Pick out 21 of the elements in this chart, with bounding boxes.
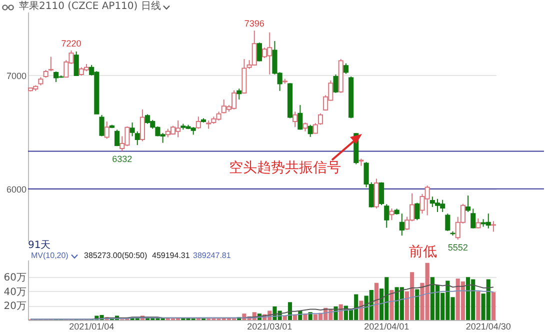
annotation: 7220 [61,38,82,49]
annotation: 7396 [244,18,264,29]
annotation: 385273.00(50:50) [84,251,148,260]
annotation: 91天 [28,240,51,251]
x-tick-label: 2021/04/01 [364,322,410,332]
annotation: 空头趋势共振信号 [229,160,341,176]
annotation: 6332 [112,154,132,164]
y-tick-label: 40万 [4,286,26,298]
y-tick-label: 6000 [6,184,26,194]
annotation: 459194.31 [152,251,190,260]
annotation: 389247.81 [193,251,232,260]
annotation: MV(10,20) [31,251,69,260]
annotation: 前低 [409,244,437,260]
y-tick-label: 60万 [4,272,26,284]
x-tick-label: 2021/04/30 [466,322,511,332]
annotation: 5552 [448,242,468,253]
chart-title: 苹果2110 (CZCE AP110) 日线 [18,0,161,12]
x-tick-label: 2021/03/01 [247,322,292,332]
x-tick-label: 2021/01/04 [69,322,114,332]
y-tick-label: 7000 [6,70,26,81]
y-tick-label: 20万 [4,301,26,312]
